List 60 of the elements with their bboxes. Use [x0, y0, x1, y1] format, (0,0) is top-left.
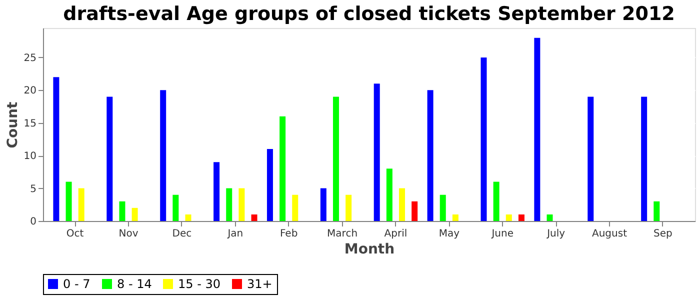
bar — [440, 194, 446, 221]
bar — [534, 38, 540, 221]
bar — [546, 214, 553, 221]
y-tick-label: 5 — [30, 184, 36, 195]
legend-label: 0 - 7 — [63, 277, 90, 291]
bar — [66, 182, 72, 221]
y-tick-label: 10 — [24, 151, 36, 162]
y-tick-label: 15 — [24, 118, 36, 130]
bar — [106, 96, 113, 221]
bar — [266, 149, 273, 221]
x-tick-label: Feb — [280, 228, 298, 240]
x-tick-label: May — [438, 228, 460, 240]
bar — [332, 96, 339, 221]
bar — [185, 214, 192, 221]
bar — [320, 188, 326, 221]
bar — [399, 188, 406, 221]
bar — [654, 201, 660, 221]
bar — [251, 214, 258, 221]
bar — [214, 162, 220, 221]
y-tick-label: 0 — [30, 216, 36, 228]
y-axis-title: Count — [4, 101, 21, 148]
y-tick-label: 25 — [24, 52, 36, 64]
x-tick-label: Jan — [226, 228, 244, 240]
bar — [386, 168, 392, 221]
x-tick-label: August — [592, 228, 628, 240]
bar — [506, 214, 512, 221]
legend-label: 31+ — [247, 277, 272, 291]
bar — [480, 57, 487, 221]
bar — [226, 188, 232, 221]
chart-title: drafts-eval Age groups of closed tickets September 2012 — [63, 3, 675, 25]
x-tick-label: April — [384, 228, 408, 240]
legend-label: 15 - 30 — [178, 277, 220, 291]
x-tick-label: June — [490, 228, 514, 240]
x-tick-label: Dec — [172, 228, 192, 240]
bar — [493, 182, 500, 221]
bar — [427, 90, 434, 221]
bar — [588, 96, 594, 221]
x-tick-label: Sep — [654, 228, 672, 240]
bar — [238, 188, 245, 221]
bar — [518, 214, 524, 221]
bar — [374, 84, 380, 221]
x-tick-label: March — [327, 228, 358, 240]
bar — [53, 77, 60, 221]
bar — [641, 96, 648, 221]
bar — [452, 214, 458, 221]
x-tick-label: Nov — [118, 228, 138, 240]
bar — [172, 194, 179, 221]
x-axis-title: Month — [344, 242, 395, 258]
bar — [132, 208, 138, 221]
y-tick-label: 20 — [24, 86, 36, 97]
bar — [346, 194, 352, 221]
x-tick-label: Oct — [66, 228, 84, 240]
bar — [412, 201, 418, 221]
x-tick-label: July — [546, 228, 566, 240]
bar — [292, 194, 298, 221]
bar — [160, 90, 166, 221]
bar — [119, 201, 126, 221]
bar — [78, 188, 84, 221]
bar — [280, 116, 286, 221]
legend-label: 8 - 14 — [117, 277, 152, 291]
